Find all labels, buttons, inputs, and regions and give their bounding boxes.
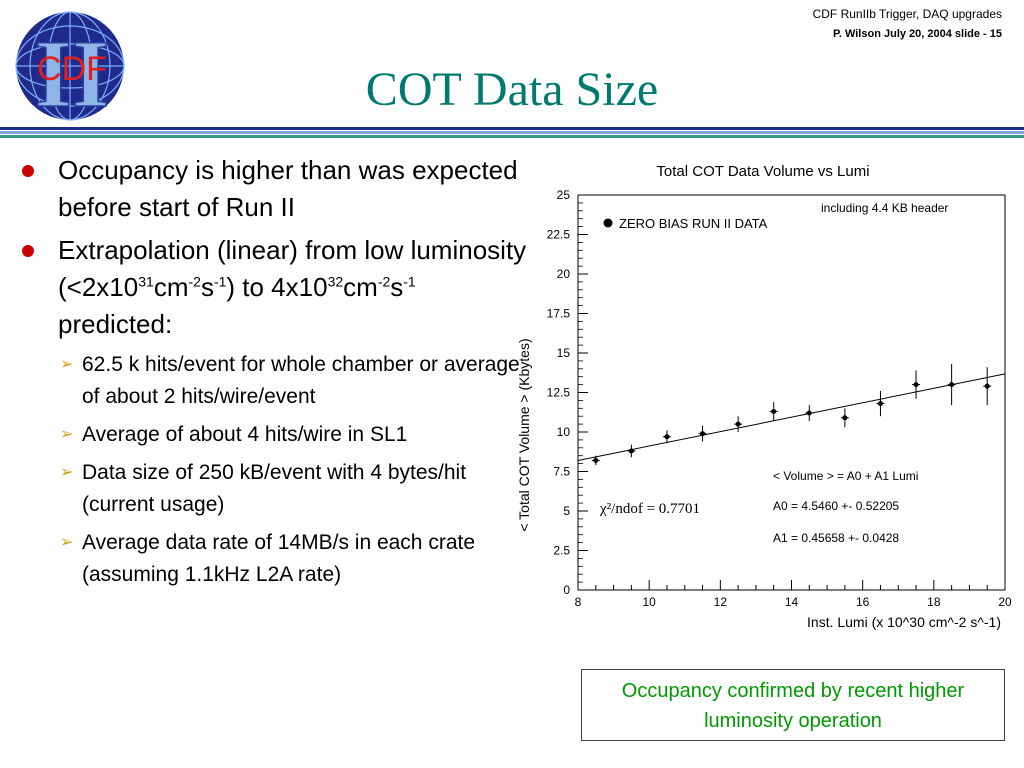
x-tick-label: 18 [927,595,941,609]
divider-mid [0,131,1024,134]
divider-top [0,127,1024,130]
arrow-bullet-icon: ➢ [60,426,74,443]
bullet-dot-icon [22,165,34,177]
logo-numeral: II [35,20,110,126]
data-point [771,408,777,414]
bullet-dot-icon [22,245,34,257]
data-point [664,434,670,440]
cdf-logo: II CDF [12,8,132,128]
y-tick-label: 15 [557,346,571,360]
subbullet-text: Average of about 4 hits/wire in SL1 [82,423,408,446]
y-tick-label: 12.5 [547,386,571,400]
data-point [913,382,919,388]
x-axis-label: Inst. Lumi (x 10^30 cm^-2 s^-1) [807,614,1001,630]
bullet-list: Occupancy is higher than was expected be… [20,152,530,597]
logo-text: CDF [37,50,107,88]
arrow-bullet-icon: ➢ [60,534,74,551]
y-tick-label: 20 [557,267,571,281]
x-tick-label: 8 [575,595,582,609]
a1-label: A1 = 0.45658 +- 0.0428 [773,531,899,545]
data-point [949,382,955,388]
y-tick-label: 10 [557,425,571,439]
bullet-item: Occupancy is higher than was expected be… [20,152,530,226]
bullet-text: Extrapolation (linear) from low luminosi… [58,235,527,339]
slide-title: COT Data Size [365,63,659,116]
bullet-text: Occupancy is higher than was expected be… [58,155,518,222]
subbullet-item: ➢ 62.5 k hits/event for whole chamber or… [20,349,530,413]
x-tick-label: 10 [642,595,656,609]
header-line2: P. Wilson July 20, 2004 slide - 15 [832,28,1002,40]
arrow-bullet-icon: ➢ [60,356,74,373]
subbullet-text: Data size of 250 kB/event with 4 bytes/h… [82,461,467,516]
data-point [593,457,599,463]
subbullet-item: ➢ Average data rate of 14MB/s in each cr… [20,527,530,591]
legend-marker [603,218,613,228]
data-point [984,383,990,389]
y-tick-label: 22.5 [547,228,571,242]
x-tick-label: 16 [856,595,870,609]
subbullet-item: ➢ Data size of 250 kB/event with 4 bytes… [20,457,530,521]
y-axis-label: < Total COT Volume > (Kbytes) [516,338,532,531]
y-tick-label: 2.5 [553,544,570,558]
chi2-label: χ²/ndof = 0.7701 [599,501,700,517]
data-volume-chart: Total COT Data Volume vs Lumi < Total CO… [505,150,1020,640]
data-point [806,410,812,416]
data-point [877,401,883,407]
fit-formula: < Volume > = A0 + A1 Lumi [773,469,918,483]
data-point [700,431,706,437]
subbullet-text: 62.5 k hits/event for whole chamber or a… [82,353,520,408]
bullet-item: Extrapolation (linear) from low luminosi… [20,232,530,343]
subbullet-item: ➢ Average of about 4 hits/wire in SL1 [20,419,530,451]
x-tick-label: 14 [785,595,799,609]
legend-label: ZERO BIAS RUN II DATA [619,216,768,231]
arrow-bullet-icon: ➢ [60,464,74,481]
fit-line [577,373,1006,461]
x-tick-label: 20 [998,595,1012,609]
y-tick-label: 5 [563,504,570,518]
data-point [842,415,848,421]
y-tick-label: 25 [557,188,571,202]
header-line1: CDF RunIIb Trigger, DAQ upgrades [812,7,1002,21]
subbullet-text: Average data rate of 14MB/s in each crat… [82,531,476,586]
note-box: Occupancy confirmed by recent higher lum… [581,669,1005,741]
chart-svg: Total COT Data Volume vs Lumi < Total CO… [516,163,1012,630]
divider-bottom [0,135,1024,138]
y-tick-label: 0 [563,583,570,597]
a0-label: A0 = 4.5460 +- 0.52205 [773,499,899,513]
x-tick-label: 12 [714,595,728,609]
y-tick-label: 7.5 [553,465,570,479]
header-note: including 4.4 KB header [821,201,948,215]
data-point [735,421,741,427]
y-tick-label: 17.5 [547,307,571,321]
chart-title: Total COT Data Volume vs Lumi [656,163,869,180]
data-point [628,448,634,454]
